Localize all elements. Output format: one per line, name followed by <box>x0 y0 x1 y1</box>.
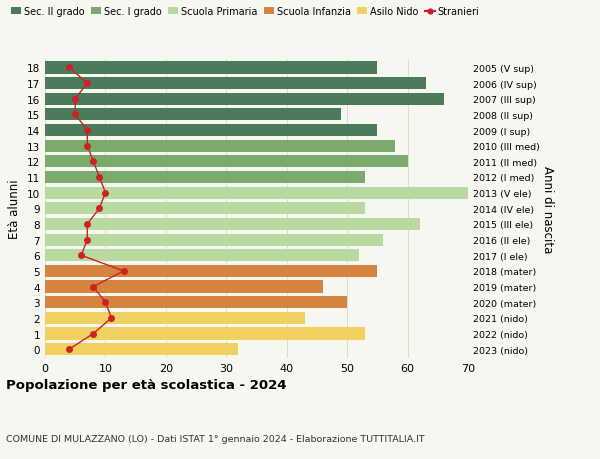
Y-axis label: Età alunni: Età alunni <box>8 179 22 239</box>
Bar <box>45 187 474 199</box>
Bar <box>45 343 238 356</box>
Bar <box>45 140 395 152</box>
Text: Popolazione per età scolastica - 2024: Popolazione per età scolastica - 2024 <box>6 378 287 391</box>
Bar <box>45 234 383 246</box>
Bar <box>45 94 444 106</box>
Bar <box>45 172 365 184</box>
Bar <box>45 265 377 277</box>
Bar <box>45 281 323 293</box>
Bar <box>45 78 426 90</box>
Y-axis label: Anni di nascita: Anni di nascita <box>541 165 554 252</box>
Bar <box>45 203 365 215</box>
Bar <box>45 250 359 262</box>
Bar <box>45 328 365 340</box>
Bar <box>45 156 407 168</box>
Bar <box>45 125 377 137</box>
Bar <box>45 312 305 324</box>
Text: COMUNE DI MULAZZANO (LO) - Dati ISTAT 1° gennaio 2024 - Elaborazione TUTTITALIA.: COMUNE DI MULAZZANO (LO) - Dati ISTAT 1°… <box>6 434 425 442</box>
Bar <box>45 109 341 121</box>
Bar <box>45 62 377 74</box>
Legend: Sec. II grado, Sec. I grado, Scuola Primaria, Scuola Infanzia, Asilo Nido, Stran: Sec. II grado, Sec. I grado, Scuola Prim… <box>11 7 479 17</box>
Bar <box>45 218 419 230</box>
Bar <box>45 297 347 308</box>
